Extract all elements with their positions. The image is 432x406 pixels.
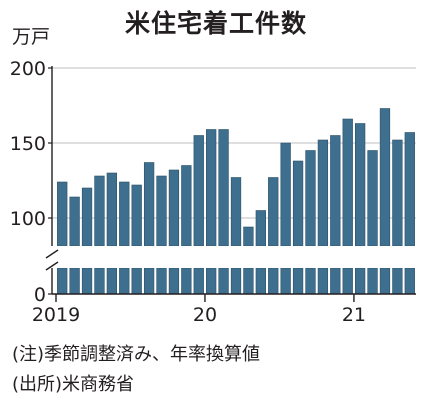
bar-2020-12 [342, 118, 353, 247]
bar-base-2020-10 [317, 267, 329, 295]
bar-base-2019-11 [181, 267, 192, 295]
bar-2020-07 [280, 142, 291, 247]
bar-2020-11 [330, 135, 341, 247]
bar-base-2020-12 [342, 267, 353, 295]
bar-base-2019-10 [168, 267, 180, 295]
bar-base-2019-01 [57, 267, 68, 295]
bar-base-2020-03 [230, 267, 242, 295]
source-note: (出所)米商務省 [12, 374, 135, 395]
bar-2019-03 [81, 187, 93, 247]
bar-2021-05 [404, 132, 415, 247]
y-tick-label-200: 200 [10, 58, 46, 80]
bar-base-2021-02 [367, 267, 378, 295]
y-axis-unit-label: 万戸 [12, 26, 51, 48]
bar-base-2019-04 [94, 267, 105, 295]
y-tick-label-100: 100 [10, 208, 46, 230]
bar-2019-07 [131, 184, 142, 247]
x-tick-label-20: 20 [193, 304, 217, 326]
bar-base-2021-05 [404, 267, 415, 295]
bar-2021-04 [392, 139, 403, 247]
bar-base-2020-08 [292, 267, 304, 295]
bar-2020-04 [243, 226, 254, 247]
bar-base-2020-02 [218, 267, 229, 295]
x-tick-label-21: 21 [342, 304, 366, 326]
bar-base-2019-02 [69, 267, 80, 295]
bar-2020-05 [255, 210, 266, 247]
bar-2020-03 [230, 177, 242, 247]
bar-2019-12 [193, 135, 204, 247]
bar-base-2019-05 [106, 267, 118, 295]
bar-2020-10 [317, 139, 329, 247]
bar-2020-01 [206, 129, 217, 247]
axis-break-mark-2 [45, 261, 59, 271]
bar-base-2020-09 [305, 267, 316, 295]
bar-2019-02 [69, 196, 80, 247]
bar-2021-02 [367, 150, 378, 247]
bar-2021-01 [354, 123, 366, 247]
bar-2021-03 [379, 108, 391, 247]
bar-base-2021-01 [354, 267, 366, 295]
bar-2019-09 [156, 175, 167, 247]
bar-base-2020-01 [206, 267, 217, 295]
bar-2020-02 [218, 129, 229, 247]
axis-break-mark-1 [45, 249, 59, 259]
bar-base-2020-11 [330, 267, 341, 295]
bar-2019-04 [94, 175, 105, 247]
bar-2020-06 [268, 177, 279, 247]
bar-base-2019-07 [131, 267, 142, 295]
bar-base-2020-06 [268, 267, 279, 295]
bar-2020-08 [292, 160, 304, 247]
bar-2019-08 [143, 162, 155, 247]
bar-base-2020-04 [243, 267, 254, 295]
bar-2019-10 [168, 169, 180, 247]
bar-2019-11 [181, 165, 192, 247]
chart-title: 米住宅着工件数 [124, 9, 307, 38]
bar-base-2019-06 [119, 267, 130, 295]
axis-break-gap [53, 246, 417, 268]
x-tick-label-2019: 2019 [32, 304, 80, 326]
bar-base-2019-12 [193, 267, 204, 295]
bar-2019-05 [106, 172, 118, 247]
bar-2020-09 [305, 150, 316, 247]
bar-base-2019-03 [81, 267, 93, 295]
bar-2019-01 [57, 181, 68, 247]
y-tick-label-150: 150 [10, 133, 46, 155]
chart-svg: 0 100 150 200 2019 20 21 [10, 58, 417, 326]
bar-chart: 0 100 150 200 2019 20 21 [10, 58, 417, 326]
adjustment-note: (注)季節調整済み、年率換算値 [12, 344, 261, 365]
bar-base-2020-05 [255, 267, 266, 295]
bar-layer [53, 108, 417, 295]
bar-2019-06 [119, 181, 130, 247]
bar-base-2021-04 [392, 267, 403, 295]
bar-base-2019-09 [156, 267, 167, 295]
bar-base-2020-07 [280, 267, 291, 295]
axis-layer: 0 100 150 200 2019 20 21 [10, 58, 416, 326]
bar-base-2021-03 [379, 267, 391, 295]
y-tick-label-0: 0 [34, 284, 46, 306]
bar-base-2019-08 [143, 267, 155, 295]
